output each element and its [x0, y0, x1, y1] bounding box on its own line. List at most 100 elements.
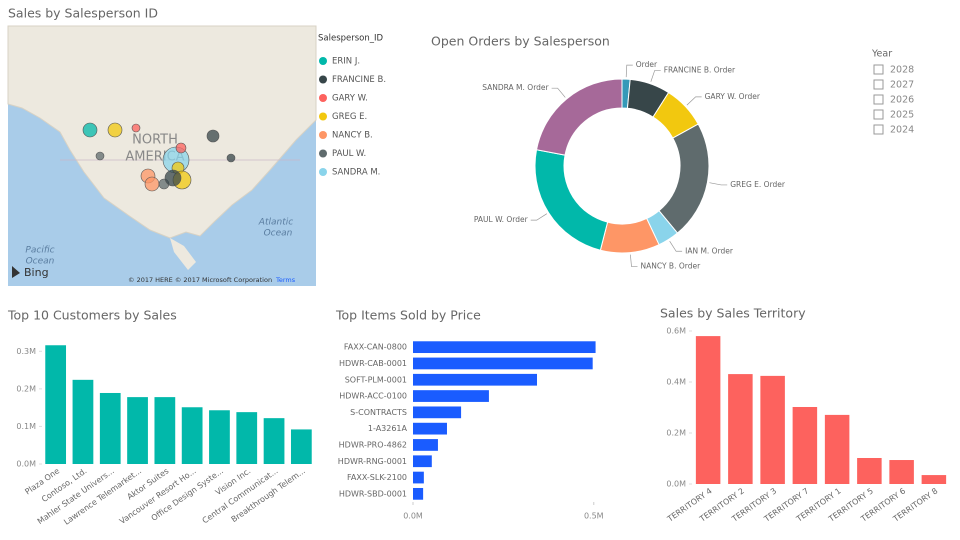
leader-line: [709, 182, 728, 186]
slicer-option[interactable]: 2024: [890, 125, 914, 136]
y-tick-label: 0.6M: [666, 327, 686, 336]
leader-line: [625, 64, 633, 78]
bar[interactable]: [695, 336, 721, 484]
y-tick-label: 0.3M: [16, 347, 36, 356]
chart-title: Open Orders by Salesperson: [431, 34, 610, 49]
bar[interactable]: [99, 392, 121, 464]
legend-swatch: [319, 168, 327, 176]
donut-label: NANCY B. Order: [641, 262, 702, 271]
map-label: Atlantic: [258, 218, 293, 228]
y-tick-label: HDWR-ACC-0100: [339, 392, 407, 401]
bar[interactable]: [413, 373, 538, 386]
slicer-title: Year: [871, 49, 892, 60]
bar[interactable]: [857, 457, 882, 484]
legend-label[interactable]: FRANCINE B.: [332, 75, 386, 85]
map-terms[interactable]: Terms: [275, 276, 296, 284]
map-label: Ocean: [26, 257, 55, 267]
map-bubble: [206, 129, 220, 143]
bing-logo: [12, 266, 20, 278]
slicer-checkbox[interactable]: [873, 109, 884, 120]
bar[interactable]: [413, 406, 462, 419]
y-tick-label: 0.4M: [666, 378, 686, 387]
donut-label: GARY W. Order: [705, 92, 761, 101]
legend-swatch: [319, 112, 327, 121]
bar[interactable]: [413, 471, 424, 484]
slicer-option[interactable]: 2026: [890, 95, 914, 106]
legend-title: Salesperson_ID: [318, 34, 384, 44]
x-tick-label: 0.0M: [403, 512, 423, 521]
bar[interactable]: [413, 422, 447, 435]
bar[interactable]: [889, 460, 914, 484]
legend-label[interactable]: PAUL W.: [332, 149, 366, 159]
legend-swatch: [319, 75, 327, 84]
legend-label[interactable]: GREG E.: [332, 112, 367, 122]
slicer-checkbox[interactable]: [873, 64, 884, 75]
bar[interactable]: [413, 341, 596, 354]
map-label: NORTH: [132, 133, 178, 148]
map-bubble: [107, 122, 123, 138]
y-tick-label: 0.0M: [666, 480, 686, 489]
y-tick-label: FAXX-CAN-0800: [344, 343, 407, 352]
map-bubble: [82, 122, 98, 138]
map-provider: Bing: [24, 266, 49, 279]
bar[interactable]: [413, 390, 489, 402]
legend-label[interactable]: NANCY B.: [332, 131, 373, 141]
donut-label: PAUL W. Order: [474, 215, 529, 224]
bar[interactable]: [760, 375, 785, 484]
slicer-checkbox[interactable]: [873, 79, 884, 90]
bar[interactable]: [45, 345, 67, 464]
map[interactable]: NORTH AMERICA Atlantic Ocean Pacific Oce…: [7, 25, 317, 286]
bar[interactable]: [413, 357, 593, 370]
legend-label[interactable]: GARY W.: [332, 94, 368, 104]
bar[interactable]: [824, 414, 850, 484]
bar[interactable]: [290, 429, 312, 464]
bar[interactable]: [413, 439, 438, 451]
map-label: Pacific: [25, 246, 54, 256]
leader-line: [530, 213, 548, 221]
map-attribution: © 2017 HERE © 2017 Microsoft Corporation: [128, 276, 272, 284]
y-tick-label: HDWR-SBD-0001: [339, 489, 407, 498]
y-tick-label: FAXX-SLK-2100: [347, 473, 407, 482]
chart-title: Top Items Sold by Price: [335, 308, 481, 323]
legend-label[interactable]: SANDRA M.: [332, 168, 380, 178]
legend-swatch: [319, 57, 327, 65]
bar[interactable]: [263, 418, 285, 464]
donut-slice[interactable]: [535, 78, 623, 156]
y-tick-label: 0.0M: [16, 460, 36, 469]
y-tick-label: HDWR-RNG-0001: [338, 457, 407, 466]
legend-swatch: [319, 94, 327, 102]
y-tick-label: 1-A3261A: [368, 424, 408, 433]
donut-label: GREG E. Order: [730, 180, 786, 189]
chart-title: Sales by Sales Territory: [660, 306, 806, 321]
slicer-option[interactable]: 2028: [890, 65, 914, 76]
leader-line: [630, 254, 638, 267]
slicer-checkbox[interactable]: [873, 94, 884, 105]
bar[interactable]: [728, 374, 753, 484]
bar[interactable]: [154, 397, 176, 464]
bar[interactable]: [181, 407, 203, 464]
y-tick-label: 0.2M: [666, 429, 686, 438]
donut-label: Order: [636, 60, 658, 69]
bar[interactable]: [921, 475, 947, 484]
bar[interactable]: [236, 412, 258, 464]
y-tick-label: 0.2M: [16, 384, 36, 393]
bar[interactable]: [72, 379, 94, 464]
bar[interactable]: [413, 487, 424, 500]
bar[interactable]: [413, 455, 432, 468]
bar[interactable]: [127, 397, 148, 464]
slicer-checkbox[interactable]: [873, 124, 884, 135]
legend-label[interactable]: ERIN J.: [332, 57, 360, 67]
donut-label: IAN M. Order: [685, 246, 734, 255]
map-land: [170, 238, 196, 270]
legend-swatch: [319, 149, 327, 158]
slicer-option[interactable]: 2027: [890, 80, 914, 91]
chart-title: Top 10 Customers by Sales: [7, 308, 177, 323]
bar[interactable]: [792, 406, 818, 484]
y-tick-label: 0.1M: [16, 422, 36, 431]
map-bubble: [131, 123, 141, 133]
bar[interactable]: [209, 410, 230, 464]
slicer-option[interactable]: 2025: [890, 110, 914, 121]
leader-line: [686, 96, 702, 106]
map-bubble: [164, 169, 182, 187]
